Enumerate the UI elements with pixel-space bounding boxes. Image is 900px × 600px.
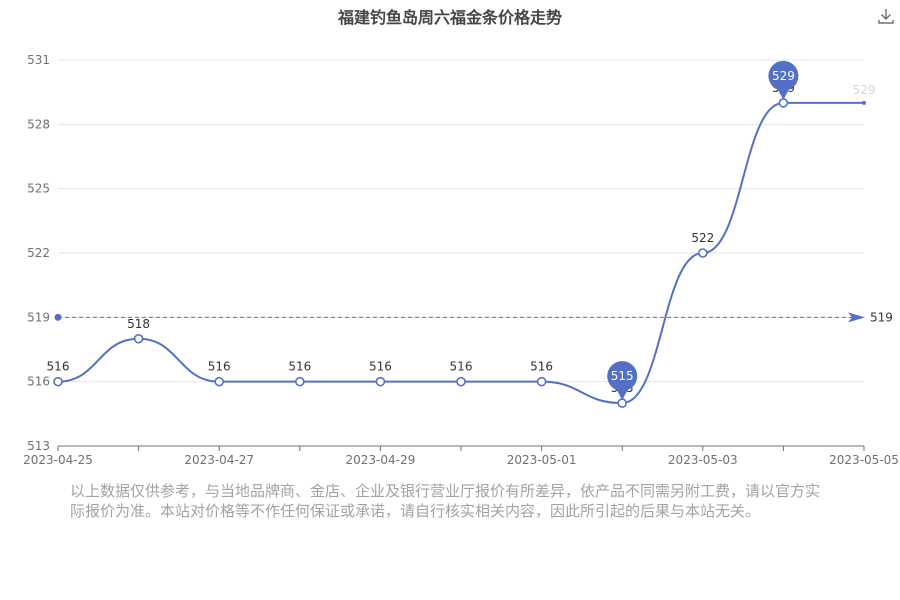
y-tick-label: 528 [27,117,50,131]
download-icon[interactable] [876,6,896,26]
data-point [697,248,708,258]
min-marker-bubble [607,361,638,392]
data-point [778,98,789,108]
data-point [617,398,628,408]
x-tick-label: 2023-05-03 [668,453,738,467]
data-label: 516 [208,360,231,374]
disclaimer-text: 以上数据仅供参考，与当地品牌商、金店、企业及银行营业厅报价有所差异，依产品不同需… [70,482,821,520]
max-marker-label: 529 [772,69,795,83]
data-point [375,376,386,387]
x-tick-label: 2023-05-05 [829,453,899,467]
data-point [456,376,466,387]
x-tick-label: 2023-04-27 [184,453,254,467]
chart-title: 福建钓鱼岛周六福金条价格走势 [337,8,562,27]
data-point [53,376,63,387]
data-label: 516 [450,360,473,374]
y-tick-label: 525 [27,182,50,196]
y-tick-label: 516 [27,375,50,389]
data-label: 529 [853,83,876,97]
min-marker-label: 515 [611,369,634,383]
average-line-label: 519 [870,310,893,324]
average-line-arrow [848,312,865,323]
data-point [133,333,144,344]
data-point [862,100,866,105]
average-line-start [54,313,62,321]
data-point [214,376,224,387]
y-tick-label: 513 [27,439,50,453]
data-label: 516 [369,360,392,374]
data-point [294,376,305,387]
x-tick-label: 2023-04-25 [23,453,93,467]
max-marker-bubble [768,60,799,91]
data-label: 516 [288,360,311,374]
y-tick-label: 531 [27,53,50,67]
x-tick-label: 2023-05-01 [507,453,577,467]
y-tick-label: 519 [27,310,50,324]
data-label: 516 [47,360,70,374]
series-line [57,101,864,405]
data-label: 516 [530,360,553,374]
x-tick-label: 2023-04-29 [346,453,416,467]
data-label: 518 [127,317,150,331]
data-label: 522 [691,231,714,245]
y-tick-label: 522 [27,246,50,260]
data-point [536,376,547,387]
